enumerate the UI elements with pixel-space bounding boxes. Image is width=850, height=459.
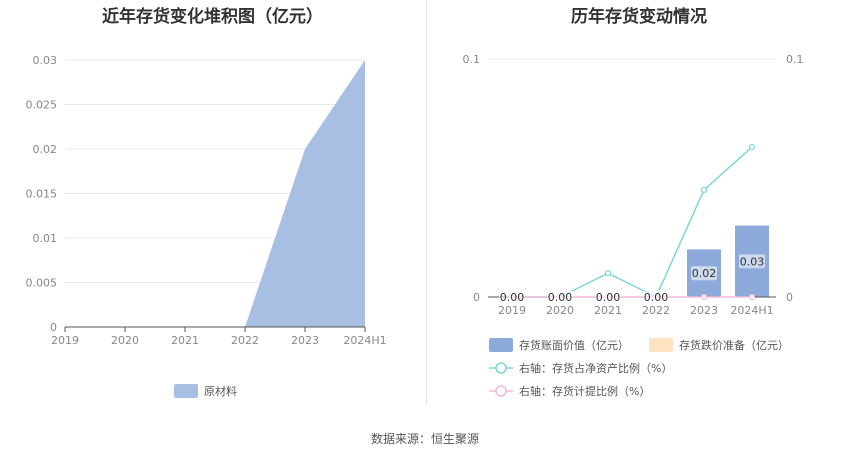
left-chart-svg: 0 0.005 0.01 0.015 0.02 0.025 0.03 2019 2020 2021… (26, 54, 387, 398)
x-tick-label: 2020 (111, 334, 139, 347)
data-label: 0.03 (740, 255, 765, 268)
y-tick-label: 0.03 (33, 54, 58, 67)
x-tick-label: 2024H1 (343, 334, 386, 347)
data-label-bg (643, 290, 669, 304)
y-tick-label: 0.025 (26, 99, 58, 112)
legend-label: 原材料 (204, 384, 237, 398)
y-tick-label: 0.005 (26, 277, 58, 290)
data-label: 0.00 (500, 291, 525, 304)
legend-marker (495, 385, 507, 397)
x-tick-label: 2023 (690, 304, 718, 317)
x-tick-label: 2021 (171, 334, 199, 347)
left-chart-title: 近年存货变化堆积图（亿元） (102, 7, 323, 27)
line-point (700, 293, 708, 301)
data-label: 0.00 (644, 291, 669, 304)
data-label: 0.02 (692, 267, 717, 280)
data-label: 0.00 (596, 291, 621, 304)
data-label-bg (739, 254, 765, 269)
x-tick-label: 2021 (594, 304, 622, 317)
x-tick-label: 2020 (546, 304, 574, 317)
left-chart-panel: 近年存货变化堆积图（亿元） 0 0.005 0.01 0.015 0.02 0.025 0.… (0, 0, 425, 410)
panel-divider (426, 0, 427, 405)
x-tick-label: 2022 (642, 304, 670, 317)
data-label-bg (691, 266, 717, 281)
x-tick-label: 2023 (291, 334, 319, 347)
data-label-bg (499, 290, 525, 304)
legend-label: 右轴：存货占净资产比例（%） (519, 361, 672, 375)
y-tick-label: 0 (50, 321, 57, 334)
y-tick-label: 0.02 (33, 143, 58, 156)
legend-label: 存货账面价值（亿元） (519, 338, 629, 352)
x-tick-label: 2024H1 (730, 304, 773, 317)
y-tick-label: 0.01 (33, 232, 58, 245)
data-label-bg (547, 290, 573, 304)
area-series-原材料 (65, 60, 365, 327)
line-point (700, 186, 708, 193)
legend-label: 右轴：存货计提比例（%） (519, 384, 650, 398)
line-point (748, 143, 756, 151)
x-tick-label: 2022 (231, 334, 259, 347)
right-chart-panel: 历年存货变动情况 0 0.1 0 0.1 0.00 0.00 0.00 0.00 0.02 0.0… (428, 0, 850, 410)
right-chart-title: 历年存货变动情况 (571, 7, 707, 27)
legend-swatch (174, 384, 198, 398)
data-source: 数据来源：恒生聚源 (370, 432, 479, 446)
line-point (604, 270, 612, 277)
legend-swatch (489, 338, 513, 352)
right-y-tick-label: 0.1 (786, 53, 804, 66)
line-point (748, 293, 756, 301)
legend-label: 存货跌价准备（亿元） (679, 338, 789, 352)
legend-marker (495, 362, 507, 374)
x-tick-label: 2019 (51, 334, 79, 347)
right-chart-svg: 0 0.1 0 0.1 0.00 0.00 0.00 0.00 0.02 0.03 2019 2020… (463, 53, 804, 398)
right-y-tick-label: 0 (786, 291, 793, 304)
y-tick-label: 0.015 (26, 188, 58, 201)
data-label: 0.00 (548, 291, 573, 304)
legend-swatch (649, 338, 673, 352)
data-label-bg (595, 290, 621, 304)
x-tick-label: 2019 (498, 304, 526, 317)
left-y-tick-label: 0.1 (463, 53, 481, 66)
left-y-tick-label: 0 (473, 291, 480, 304)
